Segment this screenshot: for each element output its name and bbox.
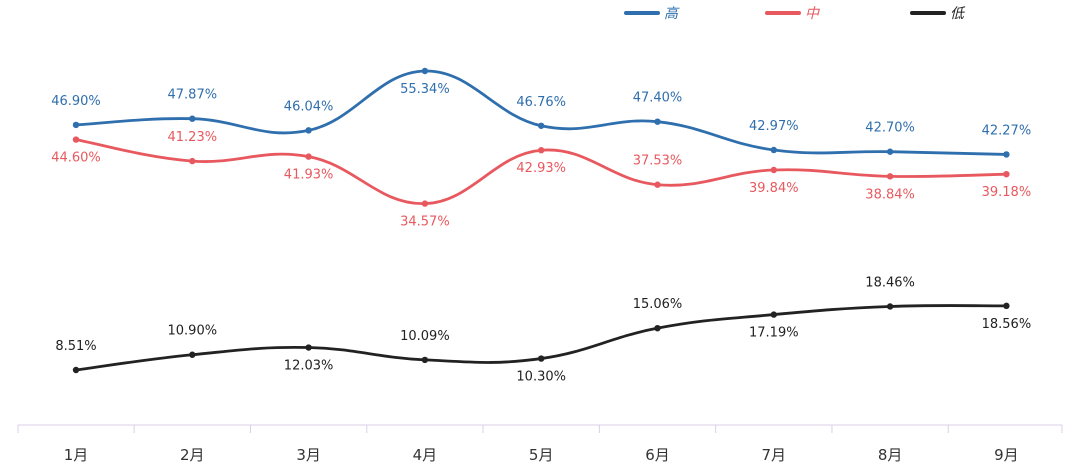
x-tick-label-9: 9月 [994,446,1019,464]
data-point-low-6 [654,324,661,332]
data-point-low-3 [305,344,312,351]
x-axis: 1月 2月 3月 4月 5月 6月 7月 8月 9月 [17,424,1063,464]
data-label-mid-9: 39.18% [982,185,1032,200]
data-label-low-4: 10.09% [400,329,450,344]
data-label-mid-3: 41.93% [284,168,334,183]
data-label-low-2: 10.90% [168,324,218,339]
data-point-high-8 [886,148,894,155]
x-tick-label-5: 5月 [529,446,554,464]
legend-item-low: 低 [910,6,966,22]
data-label-high-3: 46.04% [284,99,334,114]
data-point-mid-1 [72,136,80,143]
series-high: 46.90% 47.87% 46.04% 55.34% 46.76% 47.40% 42.9… [51,67,1032,158]
data-point-high-5 [538,122,545,129]
data-label-low-5: 10.30% [516,370,566,385]
data-label-high-2: 47.87% [168,88,218,103]
data-label-mid-7: 39.84% [749,181,799,196]
x-tick-label-6: 6月 [645,446,670,464]
series-low: 8.51% 10.90% 12.03% 10.09% 10.30% 15.06% 17.19… [55,275,1031,384]
data-point-high-3 [305,127,312,134]
data-label-mid-8: 38.84% [865,187,915,202]
series-layer: 46.90% 47.87% 46.04% 55.34% 46.76% 47.40% 42.9… [51,67,1032,385]
data-label-low-6: 15.06% [633,297,683,312]
data-label-low-9: 18.56% [982,317,1032,332]
data-point-low-5 [538,355,545,362]
data-label-low-3: 12.03% [284,359,334,374]
data-label-low-8: 18.46% [865,275,915,290]
x-tick-label-1: 1月 [64,446,89,464]
legend-label-low: 低 [950,6,966,22]
data-label-high-8: 42.70% [865,121,915,136]
data-point-mid-4 [421,200,429,207]
series-mid: 44.60% 41.23% 41.93% 34.57% 42.93% 37.53% 39.8… [51,130,1031,230]
data-label-low-7: 17.19% [749,326,799,341]
data-point-low-1 [72,366,80,374]
data-point-low-8 [886,303,894,310]
data-label-high-5: 46.76% [516,95,566,110]
data-label-high-9: 42.27% [982,123,1032,138]
data-label-mid-2: 41.23% [168,130,218,145]
data-point-high-1 [72,121,80,129]
legend-item-high: 高 [624,6,680,22]
data-label-high-4: 55.34% [400,82,450,97]
data-label-mid-1: 44.60% [51,151,101,166]
legend-item-mid: 中 [765,6,820,22]
data-point-mid-6 [654,181,661,188]
data-label-high-6: 47.40% [633,91,683,106]
chart-legend: 高中低 [624,6,966,22]
data-point-low-7 [770,311,777,318]
data-label-low-1: 8.51% [55,339,96,354]
data-point-low-4 [421,356,429,364]
data-point-low-2 [189,351,196,358]
data-point-mid-3 [305,153,312,160]
data-label-mid-5: 42.93% [516,161,566,176]
x-tick-label-4: 4月 [413,446,438,464]
data-point-high-7 [770,146,777,154]
data-point-mid-7 [770,166,777,174]
x-tick-label-8: 8月 [878,446,903,464]
data-label-mid-4: 34.57% [400,215,450,230]
data-point-mid-2 [189,157,196,165]
x-tick-label-7: 7月 [762,446,787,464]
data-label-high-7: 42.97% [749,119,799,134]
x-tick-label-2: 2月 [180,446,205,464]
data-point-high-4 [421,67,429,75]
data-point-mid-5 [538,147,545,154]
legend-label-high: 高 [664,6,680,22]
data-point-mid-9 [1003,170,1010,178]
data-point-mid-8 [886,173,894,180]
data-point-high-9 [1003,151,1010,158]
series-line-high [74,69,1008,156]
data-label-high-1: 46.90% [51,94,101,109]
x-tick-label-3: 3月 [296,446,321,464]
legend-label-mid: 中 [805,6,820,22]
data-point-low-9 [1003,302,1010,310]
data-label-mid-6: 37.53% [633,154,683,169]
data-point-high-2 [189,115,196,122]
data-point-high-6 [654,118,661,125]
